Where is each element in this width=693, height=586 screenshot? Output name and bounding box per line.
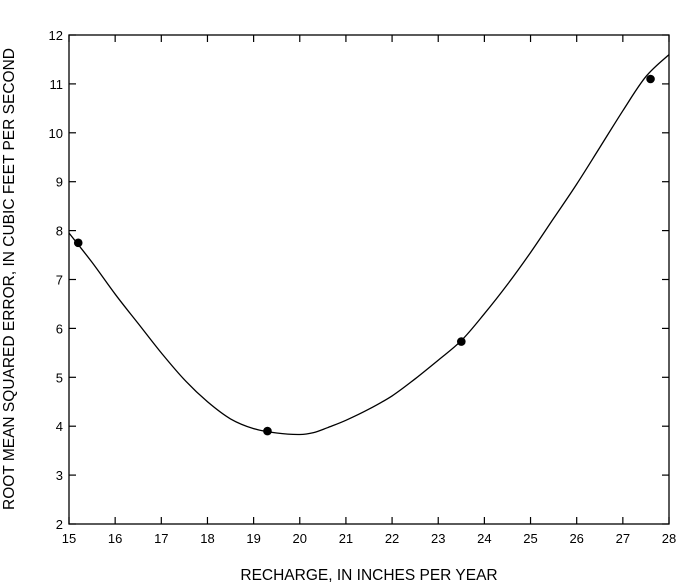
axis-ticks xyxy=(68,34,670,525)
rmse-curve xyxy=(68,54,670,436)
data-point-2 xyxy=(457,337,466,346)
y-tick-label-5: 7 xyxy=(56,273,63,288)
x-tick-label-13: 28 xyxy=(662,531,676,546)
data-point-1 xyxy=(263,426,272,436)
x-tick-label-12: 27 xyxy=(616,531,630,546)
x-tick-label-6: 21 xyxy=(339,531,353,546)
x-tick-label-10: 25 xyxy=(523,531,537,546)
x-tick-label-11: 26 xyxy=(569,531,583,546)
y-tick-label-8: 10 xyxy=(49,126,63,141)
y-tick-label-6: 8 xyxy=(56,224,63,239)
y-tick-label-9: 11 xyxy=(50,77,64,92)
y-axis-tick-labels: 2 3 4 5 6 7 8 9 10 11 12 xyxy=(49,28,63,532)
x-tick-label-5: 20 xyxy=(293,531,307,546)
x-tick-label-0: 15 xyxy=(62,531,76,546)
x-tick-label-8: 23 xyxy=(431,531,445,546)
x-tick-label-3: 18 xyxy=(200,531,214,546)
y-tick-label-10: 12 xyxy=(49,28,63,43)
x-tick-label-7: 22 xyxy=(385,531,399,546)
y-axis-title: ROOT MEAN SQUARED ERROR, IN CUBIC FEET P… xyxy=(1,48,18,510)
y-tick-label-1: 3 xyxy=(56,468,63,483)
x-axis-title: RECHARGE, IN INCHES PER YEAR xyxy=(240,567,497,584)
y-tick-label-2: 4 xyxy=(56,419,63,434)
x-axis-tick-labels: 15 16 17 18 19 20 21 22 23 24 25 26 27 28 xyxy=(62,531,676,546)
y-tick-label-3: 5 xyxy=(56,370,63,385)
y-tick-label-7: 9 xyxy=(56,175,63,190)
data-point-3 xyxy=(646,74,655,84)
y-tick-label-0: 2 xyxy=(56,517,63,532)
x-tick-label-9: 24 xyxy=(477,531,491,546)
y-tick-label-4: 6 xyxy=(56,321,63,336)
plot-frame xyxy=(68,34,670,525)
x-tick-label-1: 16 xyxy=(108,531,122,546)
data-points xyxy=(73,74,655,436)
data-point-0 xyxy=(73,238,83,248)
x-tick-label-2: 17 xyxy=(154,531,168,546)
x-tick-label-4: 19 xyxy=(246,531,260,546)
